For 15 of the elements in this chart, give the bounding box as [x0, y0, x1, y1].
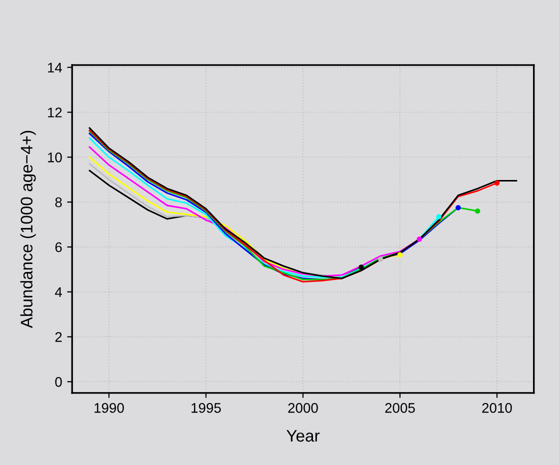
x-tick-label: 2005: [385, 403, 415, 413]
y-tick-label: 0: [55, 377, 62, 387]
x-tick-label: 2010: [482, 403, 512, 413]
y-tick-label: 2: [55, 332, 62, 342]
x-tick-label: 1995: [192, 403, 221, 413]
y-tick-label: 4: [54, 287, 62, 297]
y-tick-label: 14: [48, 62, 62, 72]
y-tick-label: 12: [48, 108, 62, 118]
y-tick-label: 6: [55, 242, 62, 252]
x-tick-label: 1990: [94, 403, 124, 413]
y-tick-label: 10: [48, 152, 62, 162]
x-tick-label: 2000: [288, 403, 318, 413]
x-axis-title: Year: [286, 430, 320, 442]
y-axis-title: Abundance (1000 age−4+): [20, 130, 36, 328]
y-tick-label: 8: [55, 197, 62, 208]
